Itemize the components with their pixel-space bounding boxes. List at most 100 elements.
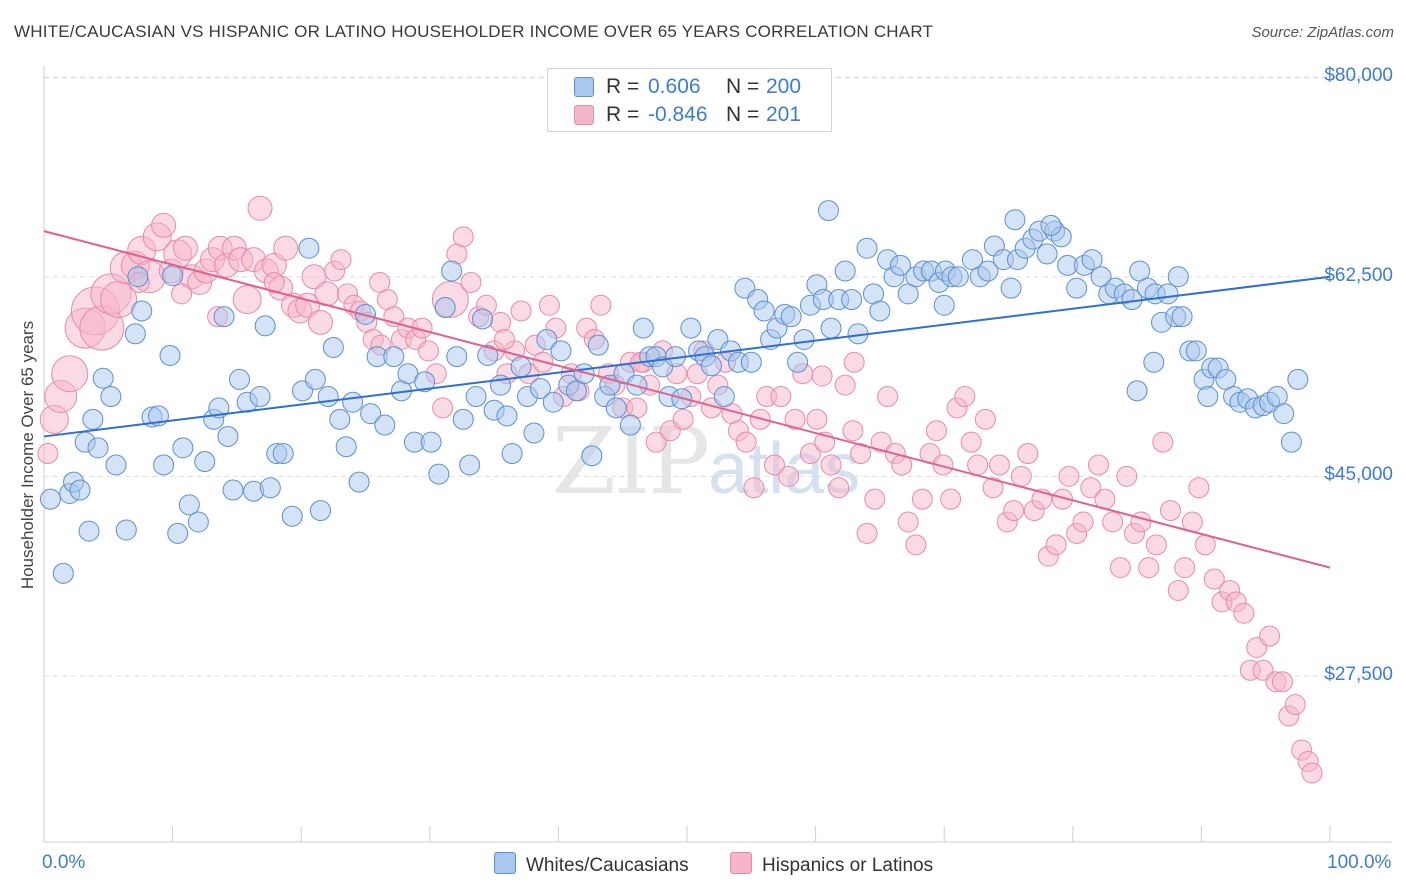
hispanic-point xyxy=(967,454,989,476)
legend-label-hispanic: Hispanics or Latinos xyxy=(762,855,934,876)
white-point xyxy=(1066,277,1088,299)
white-point xyxy=(217,425,239,447)
white-point xyxy=(1004,209,1026,231)
white-point xyxy=(753,300,775,322)
white-point xyxy=(496,405,518,427)
legend-n-label: N = xyxy=(726,103,760,126)
white-point xyxy=(780,306,802,328)
white-point xyxy=(817,200,839,222)
hispanic-point xyxy=(806,408,828,430)
hispanic-point xyxy=(490,311,512,333)
white-point xyxy=(127,266,149,288)
hispanic-point xyxy=(452,226,474,248)
hispanic-point xyxy=(1145,534,1167,556)
hispanic-point xyxy=(172,235,198,261)
white-point xyxy=(153,454,175,476)
white-point xyxy=(213,306,235,328)
white-point xyxy=(208,397,230,419)
hispanic-point xyxy=(672,408,694,430)
white-point xyxy=(523,422,545,444)
white-point xyxy=(947,266,969,288)
hispanic-point xyxy=(510,300,532,322)
hispanic-point xyxy=(432,397,454,419)
hispanic-point xyxy=(763,454,785,476)
hispanic-point xyxy=(51,355,89,393)
hispanic-point xyxy=(1160,500,1182,522)
white-point xyxy=(78,520,100,542)
hispanic-point xyxy=(940,488,962,510)
white-point xyxy=(115,519,137,541)
hispanic-point xyxy=(171,283,193,305)
hispanic-point xyxy=(1271,671,1293,693)
hispanic-point xyxy=(932,454,954,476)
white-point xyxy=(124,323,146,345)
hispanic-point xyxy=(960,431,982,453)
hispanic-point xyxy=(770,386,792,408)
white-point xyxy=(249,386,271,408)
hispanic-point xyxy=(37,443,59,465)
hispanic-point xyxy=(1109,557,1131,579)
hispanic-point xyxy=(811,365,833,387)
white-point xyxy=(272,443,294,465)
legend-item-hispanic: Hispanics or Latinos xyxy=(730,852,933,877)
white-point xyxy=(550,340,572,362)
white-point xyxy=(317,386,339,408)
x-tick-label-max: 100.0% xyxy=(1327,852,1392,873)
hispanic-point xyxy=(1003,500,1025,522)
hispanic-point xyxy=(1052,488,1074,510)
hispanic-point xyxy=(925,420,947,442)
white-point xyxy=(105,454,127,476)
white-point xyxy=(856,237,878,259)
hispanic-point xyxy=(307,309,333,335)
correlation-legend: R = 0.606 N = 200 R = -0.846 N = 201 xyxy=(547,68,832,132)
white-point xyxy=(304,368,326,390)
white-point xyxy=(501,443,523,465)
white-point xyxy=(841,289,863,311)
y-tick-label-1: $45,000 xyxy=(1324,464,1393,486)
hispanic-point xyxy=(1233,602,1255,624)
white-point xyxy=(335,436,357,458)
hispanic-point xyxy=(954,386,976,408)
white-point xyxy=(793,328,815,350)
hispanic-point xyxy=(1045,534,1067,556)
trend-lines xyxy=(43,230,1331,569)
hispanic-point xyxy=(493,328,515,350)
hispanic-point xyxy=(842,420,864,442)
y-tick-label-3: $80,000 xyxy=(1324,65,1393,87)
white-point xyxy=(92,367,114,389)
white-point xyxy=(100,386,122,408)
white-point xyxy=(228,368,250,390)
white-point xyxy=(254,315,276,337)
white-point xyxy=(52,562,74,584)
hispanic-point xyxy=(1072,511,1094,533)
white-point xyxy=(536,328,558,350)
hispanic-point xyxy=(828,477,850,499)
hispanic-point xyxy=(1130,511,1152,533)
white-point xyxy=(441,260,463,282)
legend-row-white: R = 0.606 N = 200 xyxy=(548,73,831,101)
hispanic-point xyxy=(1152,431,1174,453)
hispanic-points xyxy=(37,195,1323,784)
white-point xyxy=(298,237,320,259)
hispanic-point xyxy=(369,271,391,293)
white-point xyxy=(82,408,104,430)
hispanic-point xyxy=(735,431,757,453)
white-point xyxy=(434,297,456,319)
white-point xyxy=(477,344,499,366)
white-point xyxy=(420,431,442,453)
hispanic-point xyxy=(330,249,352,271)
white-point xyxy=(605,397,627,419)
y-tick-label-0: $27,500 xyxy=(1324,664,1393,685)
white-point xyxy=(259,477,281,499)
white-point xyxy=(542,391,564,413)
white-point xyxy=(529,378,551,400)
hispanic-point xyxy=(273,235,299,261)
white-point xyxy=(1287,368,1309,390)
white-point xyxy=(162,265,184,287)
white-point xyxy=(1280,431,1302,453)
legend-label-white: Whites/Caucasians xyxy=(526,855,689,876)
hispanic-point xyxy=(843,351,865,373)
white-point xyxy=(465,386,487,408)
hispanic-point xyxy=(784,408,806,430)
